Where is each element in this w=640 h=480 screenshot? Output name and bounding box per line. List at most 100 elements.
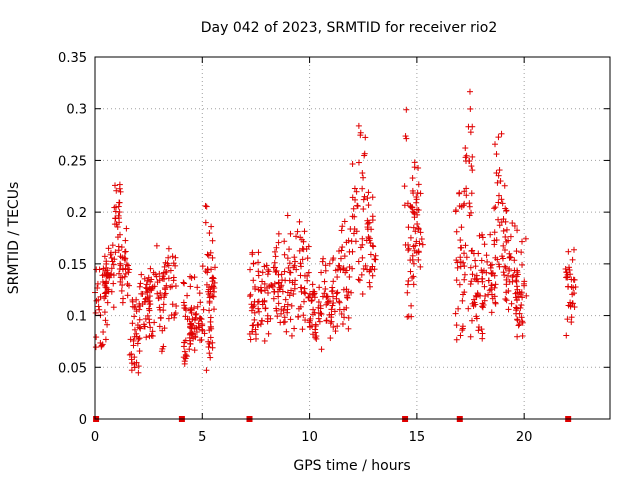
data-point — [479, 234, 486, 241]
data-point — [503, 297, 510, 304]
data-point — [292, 258, 299, 265]
data-point — [459, 325, 466, 332]
data-point — [265, 330, 272, 337]
data-point — [519, 319, 526, 326]
data-point — [470, 250, 477, 257]
data-point — [95, 303, 102, 310]
data-point — [261, 263, 268, 270]
data-point — [338, 227, 345, 234]
data-point — [469, 153, 476, 160]
data-point — [110, 280, 117, 287]
data-point — [408, 302, 415, 309]
data-point — [172, 310, 179, 317]
data-point — [209, 293, 216, 300]
data-point — [462, 145, 469, 152]
data-point — [101, 309, 108, 316]
data-point — [366, 283, 373, 290]
data-point — [323, 317, 330, 324]
data-point — [250, 277, 257, 284]
data-point — [337, 255, 344, 262]
data-point — [485, 277, 492, 284]
data-point — [468, 190, 475, 197]
data-point — [288, 332, 295, 339]
data-point — [349, 213, 356, 220]
data-point — [258, 288, 265, 295]
data-point — [568, 314, 575, 321]
x-tick-label: 20 — [516, 430, 533, 445]
data-point — [360, 265, 367, 272]
data-point — [332, 328, 339, 335]
data-point — [203, 203, 210, 210]
data-point — [516, 321, 523, 328]
data-point — [210, 275, 217, 282]
data-point — [457, 254, 464, 261]
data-point — [144, 312, 151, 319]
data-point — [255, 305, 262, 312]
data-point — [268, 282, 275, 289]
data-point — [116, 209, 123, 216]
data-point — [499, 255, 506, 262]
data-point — [210, 288, 217, 295]
data-point — [156, 323, 163, 330]
data-point — [513, 304, 520, 311]
data-point — [315, 299, 322, 306]
data-point — [466, 88, 473, 95]
data-point — [318, 346, 325, 353]
data-point — [299, 256, 306, 263]
data-point — [359, 291, 366, 298]
data-point — [515, 293, 522, 300]
data-point — [211, 264, 218, 271]
data-point — [188, 331, 195, 338]
data-point — [111, 256, 118, 263]
data-point — [162, 269, 169, 276]
data-point — [143, 334, 150, 341]
data-point — [359, 241, 366, 248]
data-point — [329, 293, 336, 300]
data-point — [264, 318, 271, 325]
data-point — [312, 323, 319, 330]
data-point — [112, 249, 119, 256]
data-point — [365, 233, 372, 240]
x-tick-label: 10 — [301, 430, 318, 445]
data-point — [108, 265, 115, 272]
data-point — [471, 275, 478, 282]
data-point — [505, 272, 512, 279]
data-point — [128, 351, 135, 358]
data-point — [108, 288, 115, 295]
data-point — [412, 228, 419, 235]
data-point — [112, 215, 119, 222]
data-point — [116, 265, 123, 272]
data-point — [468, 317, 475, 324]
data-point — [272, 253, 279, 260]
data-point — [164, 260, 171, 267]
data-point — [299, 245, 306, 252]
data-point — [247, 291, 254, 298]
data-point — [415, 249, 422, 256]
data-point — [286, 246, 293, 253]
data-point — [513, 296, 520, 303]
data-point — [155, 294, 162, 301]
data-point — [473, 315, 480, 322]
data-point — [468, 209, 475, 216]
data-point — [119, 254, 126, 261]
data-point — [294, 228, 301, 235]
data-point — [454, 264, 461, 271]
data-point — [105, 245, 112, 252]
data-point — [334, 289, 341, 296]
data-point — [206, 230, 213, 237]
data-point — [311, 309, 318, 316]
data-point — [404, 289, 411, 296]
y-axis-label: SRMTID / TECUs — [6, 182, 22, 295]
data-point — [187, 337, 194, 344]
data-point — [518, 238, 525, 245]
data-point — [311, 290, 318, 297]
data-point — [417, 190, 424, 197]
data-point — [137, 325, 144, 332]
data-point — [181, 302, 188, 309]
data-point — [160, 301, 167, 308]
data-point — [353, 188, 360, 195]
data-point — [296, 218, 303, 225]
data-point — [475, 291, 482, 298]
data-point — [111, 221, 118, 228]
data-point — [259, 269, 266, 276]
